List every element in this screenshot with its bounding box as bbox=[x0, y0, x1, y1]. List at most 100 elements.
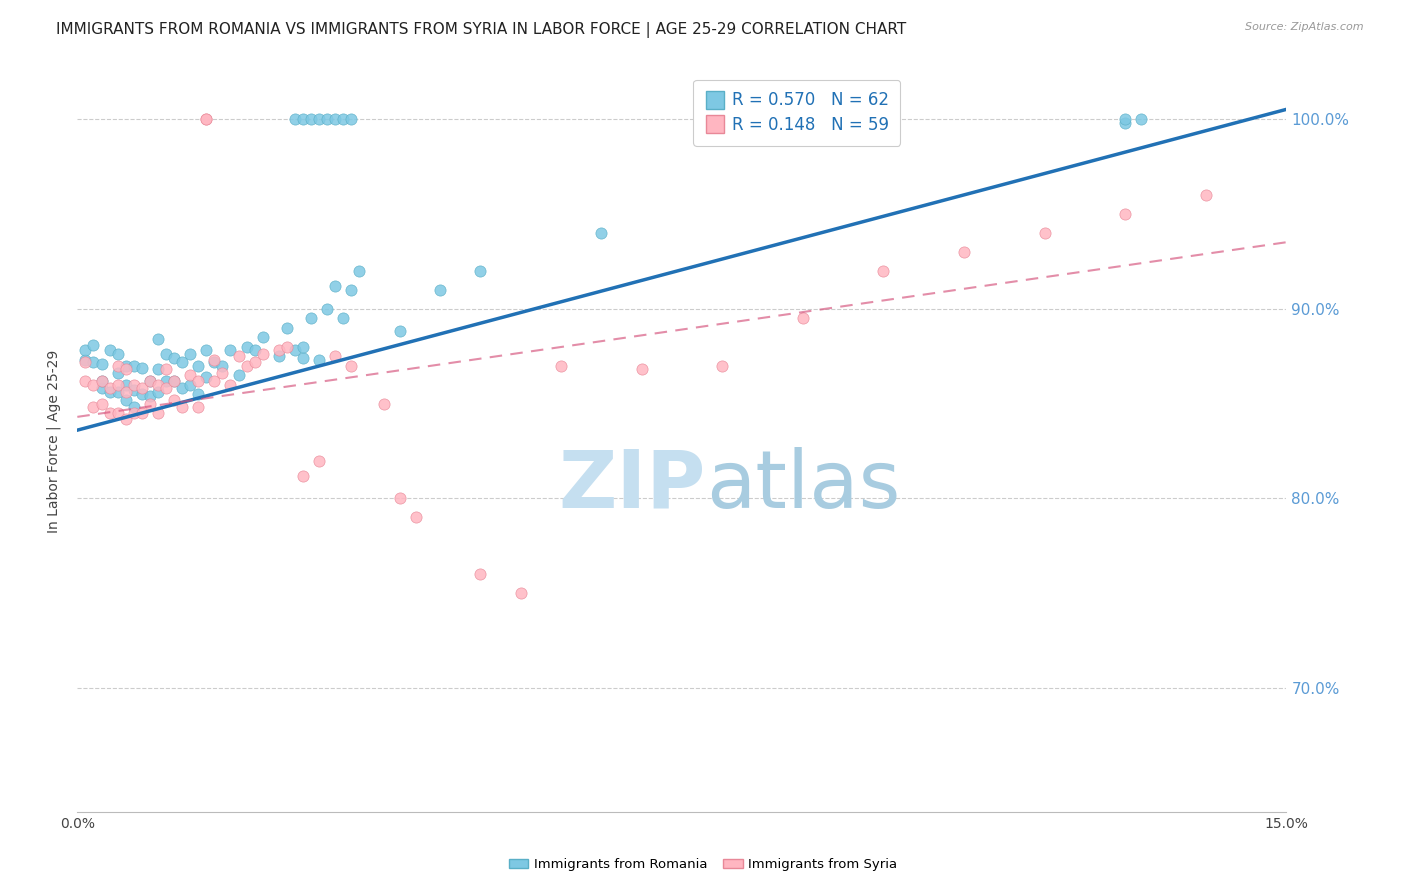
Point bbox=[308, 453, 330, 467]
Point bbox=[340, 112, 363, 126]
Point bbox=[332, 311, 354, 326]
Point bbox=[195, 112, 218, 126]
Point bbox=[122, 359, 145, 373]
Point bbox=[195, 370, 218, 384]
Point bbox=[146, 332, 169, 346]
Y-axis label: In Labor Force | Age 25-29: In Labor Force | Age 25-29 bbox=[46, 350, 62, 533]
Point bbox=[139, 389, 162, 403]
Point bbox=[195, 112, 218, 126]
Point bbox=[429, 283, 451, 297]
Point bbox=[219, 377, 242, 392]
Point bbox=[284, 343, 307, 358]
Point bbox=[187, 359, 209, 373]
Point bbox=[388, 325, 411, 339]
Point bbox=[202, 374, 225, 388]
Point bbox=[292, 468, 315, 483]
Point bbox=[1114, 115, 1136, 129]
Point bbox=[276, 320, 298, 334]
Point bbox=[98, 385, 121, 400]
Point bbox=[187, 374, 209, 388]
Point bbox=[75, 343, 97, 358]
Point bbox=[323, 278, 346, 293]
Point bbox=[139, 374, 162, 388]
Text: Source: ZipAtlas.com: Source: ZipAtlas.com bbox=[1246, 22, 1364, 32]
Point bbox=[146, 385, 169, 400]
Point bbox=[146, 362, 169, 376]
Point bbox=[292, 112, 315, 126]
Point bbox=[155, 381, 177, 395]
Point bbox=[163, 374, 186, 388]
Point bbox=[179, 347, 201, 361]
Point bbox=[211, 359, 233, 373]
Point bbox=[373, 396, 395, 410]
Point bbox=[114, 362, 136, 376]
Point bbox=[323, 349, 346, 363]
Point bbox=[146, 377, 169, 392]
Point bbox=[90, 381, 112, 395]
Point bbox=[292, 340, 315, 354]
Point bbox=[470, 263, 492, 277]
Point bbox=[292, 351, 315, 365]
Legend: R = 0.570   N = 62, R = 0.148   N = 59: R = 0.570 N = 62, R = 0.148 N = 59 bbox=[693, 79, 900, 145]
Point bbox=[340, 359, 363, 373]
Point bbox=[316, 112, 339, 126]
Point bbox=[470, 567, 492, 582]
Point bbox=[299, 311, 322, 326]
Point bbox=[1195, 187, 1218, 202]
Point bbox=[1114, 112, 1136, 126]
Point bbox=[388, 491, 411, 506]
Text: atlas: atlas bbox=[706, 447, 900, 525]
Point bbox=[98, 406, 121, 420]
Point bbox=[139, 396, 162, 410]
Point bbox=[155, 374, 177, 388]
Point bbox=[308, 112, 330, 126]
Point bbox=[267, 343, 290, 358]
Point bbox=[711, 359, 734, 373]
Point bbox=[1130, 112, 1153, 126]
Point bbox=[107, 366, 129, 380]
Point bbox=[98, 343, 121, 358]
Point bbox=[90, 357, 112, 371]
Point bbox=[202, 352, 225, 367]
Point bbox=[107, 377, 129, 392]
Point bbox=[107, 347, 129, 361]
Point bbox=[114, 385, 136, 400]
Point bbox=[114, 392, 136, 407]
Point bbox=[284, 112, 307, 126]
Point bbox=[187, 387, 209, 401]
Point bbox=[243, 343, 266, 358]
Point bbox=[1033, 226, 1056, 240]
Point bbox=[75, 355, 97, 369]
Point bbox=[219, 343, 242, 358]
Point bbox=[179, 368, 201, 383]
Point bbox=[252, 330, 274, 344]
Point bbox=[872, 263, 894, 277]
Point bbox=[267, 349, 290, 363]
Point bbox=[114, 411, 136, 425]
Point bbox=[82, 377, 104, 392]
Point bbox=[323, 112, 346, 126]
Point bbox=[179, 377, 201, 392]
Point bbox=[243, 355, 266, 369]
Point bbox=[114, 359, 136, 373]
Point bbox=[276, 340, 298, 354]
Point bbox=[122, 401, 145, 415]
Point bbox=[107, 406, 129, 420]
Point bbox=[299, 112, 322, 126]
Point bbox=[122, 377, 145, 392]
Point bbox=[252, 347, 274, 361]
Point bbox=[349, 263, 371, 277]
Point bbox=[550, 359, 572, 373]
Point bbox=[131, 406, 153, 420]
Point bbox=[308, 352, 330, 367]
Point bbox=[114, 377, 136, 392]
Point bbox=[82, 337, 104, 351]
Point bbox=[211, 366, 233, 380]
Point bbox=[131, 381, 153, 395]
Point bbox=[792, 311, 814, 326]
Point bbox=[90, 396, 112, 410]
Point bbox=[172, 401, 194, 415]
Point bbox=[316, 301, 339, 316]
Point bbox=[228, 349, 250, 363]
Point bbox=[122, 384, 145, 398]
